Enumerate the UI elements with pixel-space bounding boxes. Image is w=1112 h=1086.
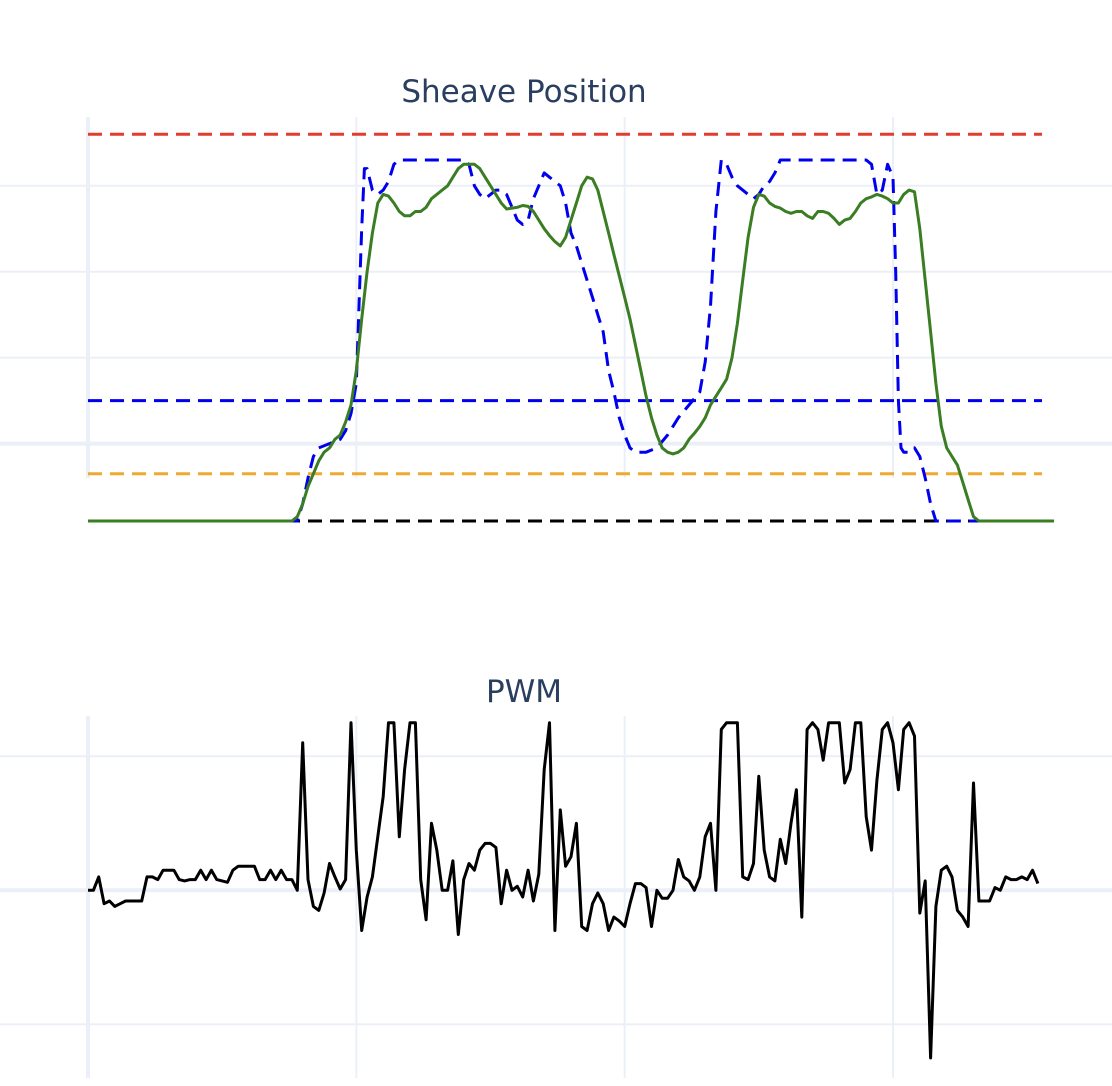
series-line-0: [88, 158, 1054, 523]
sheave-position-subplot: Sheave Position: [0, 74, 1112, 523]
series-line-0: [88, 721, 1040, 1060]
pwm-subplot: PWM: [0, 674, 1112, 1078]
sheave-position-title: Sheave Position: [401, 74, 646, 110]
sheave-grid: [0, 117, 1112, 478]
series-line-1: [88, 162, 1054, 523]
sheave-reference-lines: [88, 132, 1042, 523]
pwm-title: PWM: [486, 674, 562, 710]
sheave-series: [88, 158, 1054, 523]
pwm-series: [88, 721, 1040, 1060]
